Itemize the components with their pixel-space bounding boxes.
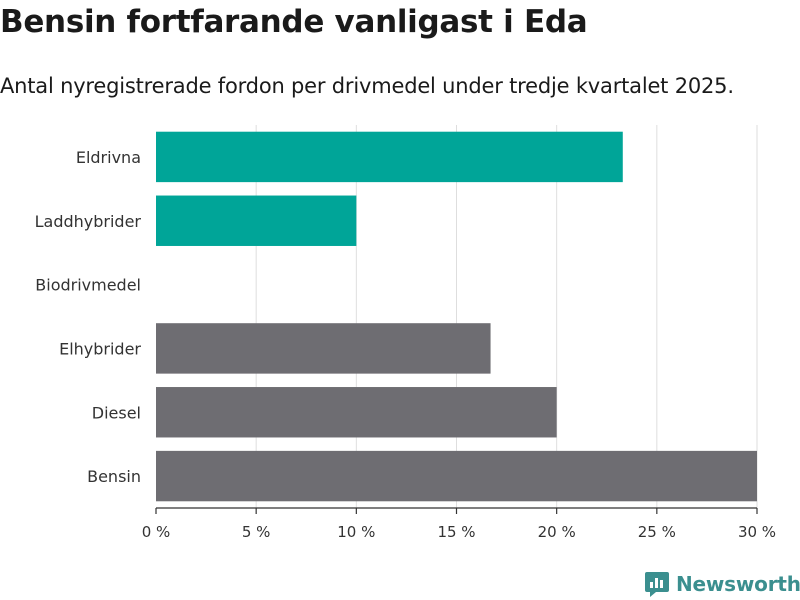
newsworthy-logo[interactable]: Newsworthy [644,570,800,598]
category-label-bensin: Bensin [87,467,141,486]
chart-subtitle: Antal nyregistrerade fordon per drivmede… [0,74,734,98]
category-label-elhybrider: Elhybrider [59,339,141,358]
category-label-laddhybrider: Laddhybrider [35,212,142,231]
newsworthy-logo-text: Newsworthy [676,572,800,596]
x-tick-label-30: 30 % [738,523,776,541]
category-label-eldrivna: Eldrivna [76,148,141,167]
x-tick-label-20: 20 % [538,523,576,541]
x-tick-label-5: 5 % [242,523,271,541]
bar-elhybrider [156,323,491,374]
bar-bensin [156,450,757,502]
x-tick-label-25: 25 % [638,523,676,541]
bar-laddhybrider [156,195,357,246]
x-tick-label-10: 10 % [337,523,375,541]
bar-eldrivna [156,131,623,183]
category-label-diesel: Diesel [92,403,141,422]
x-tick-label-0: 0 % [142,523,171,541]
bar-diesel [156,387,557,438]
category-label-biodrivmedel: Biodrivmedel [35,276,141,295]
x-tick-label-15: 15 % [437,523,475,541]
newsworthy-logo-icon [645,572,669,597]
chart-title: Bensin fortfarande vanligast i Eda [0,4,588,40]
